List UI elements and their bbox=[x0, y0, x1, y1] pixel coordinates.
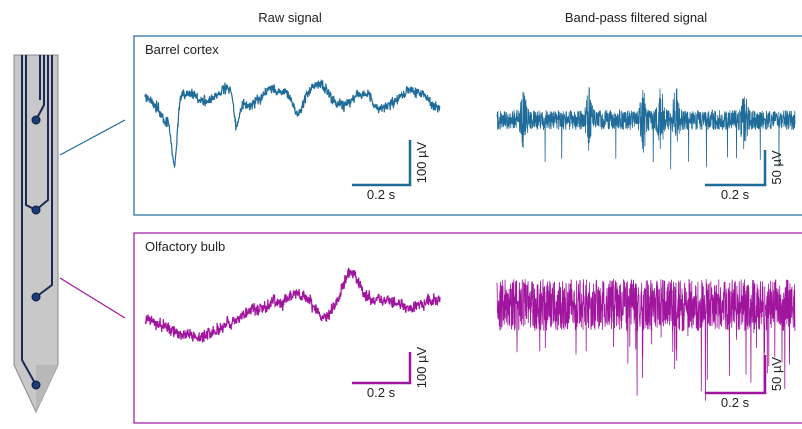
raw-trace bbox=[144, 267, 441, 343]
panel-label: Olfactory bulb bbox=[145, 239, 225, 254]
connector bbox=[59, 277, 126, 319]
raw-trace bbox=[144, 78, 441, 169]
scale-x-label: 0.2 s bbox=[721, 395, 750, 410]
column-header: Raw signal bbox=[258, 10, 322, 25]
panel-frame bbox=[133, 35, 802, 216]
connector bbox=[59, 119, 126, 156]
panel-label: Barrel cortex bbox=[145, 42, 219, 57]
filtered-trace bbox=[496, 87, 796, 170]
scale-x-label: 0.2 s bbox=[367, 385, 396, 400]
scale-y-label: 100 µV bbox=[414, 346, 429, 388]
scale-bar bbox=[705, 150, 767, 187]
scale-bar bbox=[352, 352, 412, 385]
scale-y-label: 50 µV bbox=[769, 150, 784, 185]
scale-y-label: 50 µV bbox=[769, 357, 784, 392]
scale-y-label: 100 µV bbox=[414, 141, 429, 183]
scale-x-label: 0.2 s bbox=[721, 187, 750, 202]
scale-x-label: 0.2 s bbox=[367, 187, 396, 202]
filtered-trace bbox=[496, 278, 796, 401]
scale-bar bbox=[352, 140, 412, 187]
scale-bar bbox=[705, 355, 767, 395]
column-header: Band-pass filtered signal bbox=[565, 10, 707, 25]
panel-frame bbox=[133, 232, 802, 424]
probe bbox=[13, 54, 59, 414]
